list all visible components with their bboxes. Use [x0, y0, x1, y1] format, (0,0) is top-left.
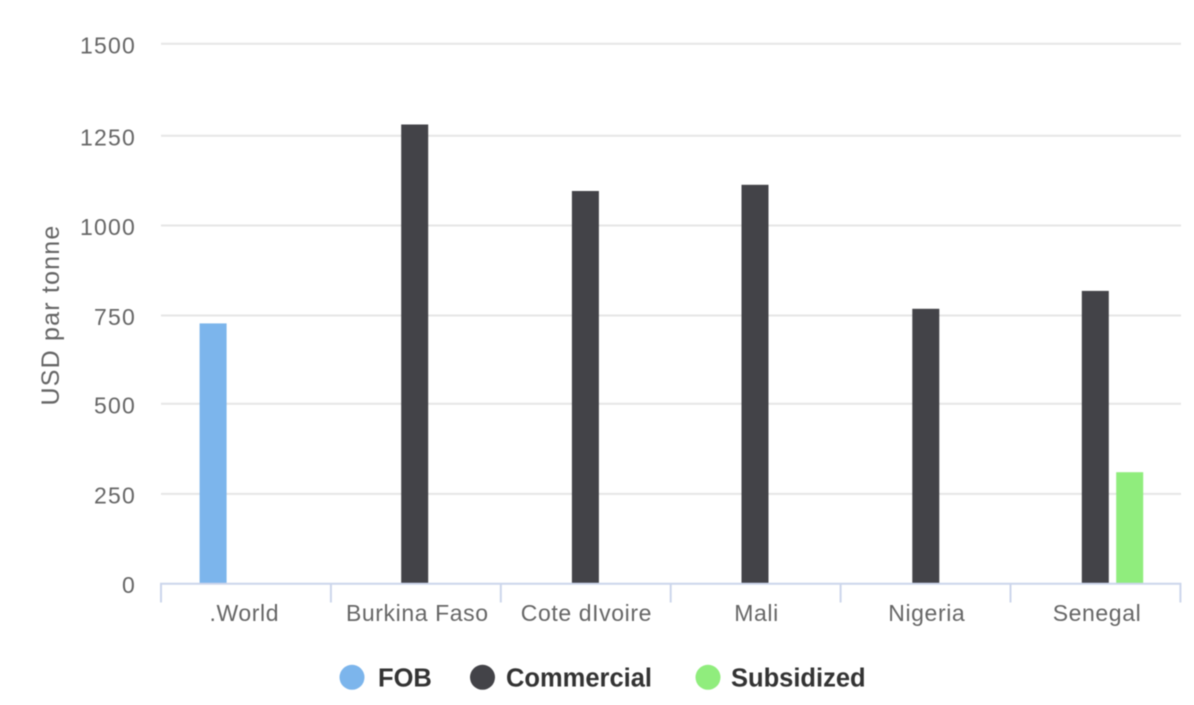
svg-text:USD par tonne: USD par tonne	[37, 225, 65, 406]
svg-text:0: 0	[122, 572, 136, 598]
svg-text:1500: 1500	[80, 33, 136, 59]
svg-text:Subsidized: Subsidized	[731, 665, 866, 693]
svg-text:.World: .World	[209, 600, 279, 626]
svg-text:500: 500	[94, 393, 136, 419]
svg-text:750: 750	[94, 304, 136, 330]
svg-text:1250: 1250	[80, 125, 136, 151]
svg-text:Cote dIvoire: Cote dIvoire	[521, 600, 652, 626]
svg-text:Commercial: Commercial	[506, 665, 652, 693]
svg-text:Senegal: Senegal	[1053, 600, 1142, 626]
svg-text:FOB: FOB	[378, 665, 432, 693]
svg-text:Burkina Faso: Burkina Faso	[346, 600, 489, 626]
svg-text:Nigeria: Nigeria	[888, 600, 965, 626]
svg-text:Mali: Mali	[734, 600, 779, 626]
svg-text:1000: 1000	[80, 214, 136, 240]
svg-text:250: 250	[94, 483, 136, 509]
